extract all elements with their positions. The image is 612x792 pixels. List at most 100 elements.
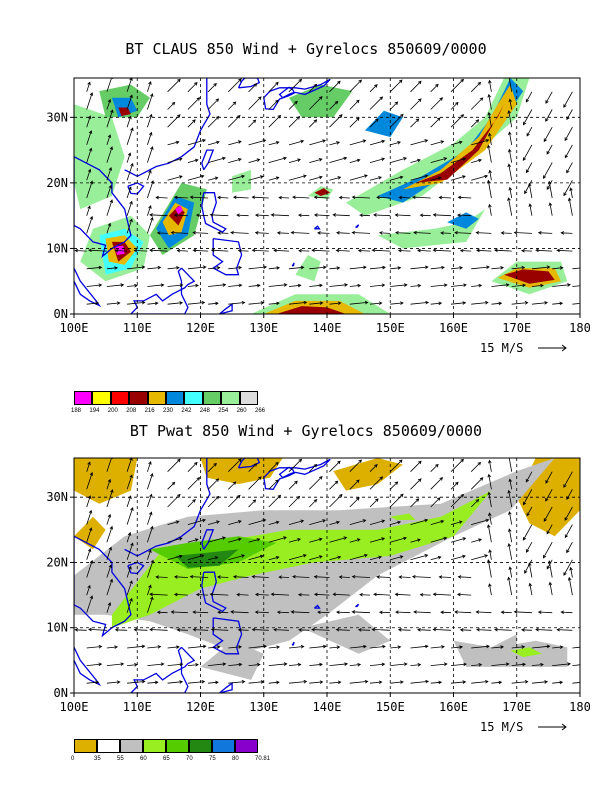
panel2-wind-arrow — [410, 460, 422, 472]
panel2-wind-arrow — [133, 628, 148, 632]
panel1-wind-arrow — [430, 176, 442, 181]
panel2-colorbar-label: 70.81 — [255, 756, 271, 762]
panel2-wind-arrow — [329, 536, 348, 543]
panel1-wind-arrow — [313, 195, 330, 200]
panel2-wind-arrow — [329, 680, 342, 685]
panel2-wind-arrow — [522, 524, 533, 541]
panel1-wind-arrow — [187, 119, 196, 128]
panel1-field — [447, 212, 479, 229]
panel1-field — [402, 84, 517, 190]
panel1-wind-arrow — [390, 175, 404, 181]
panel1-colorbar-swatch — [129, 391, 148, 405]
panel2-wind-arrow — [106, 525, 113, 543]
panel1-wind-arrow — [417, 248, 431, 253]
panel1-wind-arrow — [106, 78, 114, 92]
panel2-coastline — [124, 458, 211, 557]
panel2-coastline — [201, 571, 227, 613]
panel2-wind-arrow — [309, 498, 318, 508]
panel1-wind-arrow — [349, 283, 362, 288]
panel2-wind-arrow — [470, 499, 480, 508]
panel2-wind-arrow — [86, 680, 100, 685]
panel1-wind-arrow — [106, 146, 113, 163]
panel1-wind-arrow — [167, 78, 181, 93]
panel1-wind-arrow — [228, 158, 242, 163]
panel1-wind-arrow — [86, 130, 93, 146]
panel1-wind-arrow — [126, 152, 132, 163]
panel1-wind-arrow — [454, 230, 472, 235]
panel2-wind-arrow — [349, 519, 367, 525]
panel1-wind-arrow — [176, 248, 188, 253]
panel2-wind-arrow — [369, 644, 386, 649]
panel2-wind-arrow — [268, 494, 282, 508]
panel2-wind-arrow — [167, 554, 183, 561]
panel2-colorbar-swatch — [143, 739, 166, 753]
panel1-wind-arrow — [147, 216, 154, 234]
panel1-wind-arrow — [187, 283, 199, 288]
panel2-wind-arrow — [167, 537, 183, 543]
panel1-xtick-label: 160E — [439, 321, 468, 335]
panel2-wind-arrow — [147, 680, 159, 685]
panel1-wind-arrow — [488, 132, 492, 145]
panel2-wind-arrow — [147, 511, 153, 525]
panel1-wind-arrow — [228, 140, 242, 146]
panel1-colorbar-label: 254 — [218, 408, 229, 414]
panel1-wind-arrow — [248, 175, 264, 181]
panel2-wind-arrow — [349, 553, 368, 561]
panel1-wind-arrow — [187, 265, 207, 270]
panel1-wind-arrow — [523, 109, 533, 126]
panel1-wind-arrow — [298, 248, 310, 253]
panel1-wind-arrow — [450, 301, 467, 305]
panel2-wind-arrow — [410, 644, 429, 649]
panel2-wind-arrow — [349, 644, 367, 649]
panel2-wind-arrow — [511, 645, 526, 649]
panel2-wind-arrow — [290, 610, 310, 614]
panel1-wind-arrow — [86, 81, 91, 92]
panel2-wind-arrow — [207, 520, 220, 525]
panel1-ytick-label: 0N — [54, 307, 68, 321]
panel2-wind-arrow — [508, 458, 513, 472]
panel1-wind-arrow — [195, 213, 209, 218]
panel1-wind-arrow — [106, 222, 112, 234]
panel1-wind-arrow — [207, 156, 226, 163]
panel1-wind-arrow — [430, 83, 439, 93]
panel1-wind-arrow — [450, 114, 465, 128]
panel2-coastline — [355, 603, 360, 608]
panel2-wind-arrow — [248, 518, 267, 525]
panel1-wind-arrow — [208, 266, 221, 270]
panel1-colorbar-label: 188 — [71, 408, 82, 414]
panel2-wind-arrow — [410, 679, 430, 684]
panel1-field — [118, 107, 131, 116]
panel2-wind-arrow — [457, 575, 472, 579]
panel2-wind-arrow — [147, 559, 154, 578]
panel2-wind-arrow — [357, 628, 371, 632]
panel2-wind-arrow — [207, 556, 219, 561]
panel2-wind-arrow — [507, 542, 513, 560]
panel2-ytick-label: 10N — [46, 621, 68, 635]
panel2-wind-arrow — [390, 520, 401, 525]
panel2-wind-arrow — [564, 524, 573, 539]
panel2-wind-arrow — [228, 680, 246, 684]
panel2-wind-arrow — [531, 680, 549, 684]
panel2-wind-arrow — [167, 458, 181, 472]
panel1-colorbar-swatch — [147, 391, 166, 405]
panel1-wind-arrow — [430, 283, 448, 287]
panel2-wind-arrow — [207, 462, 217, 472]
panel1-wind-arrow — [487, 93, 492, 110]
panel2-wind-arrow — [430, 520, 445, 525]
panel1-wind-arrow — [313, 213, 330, 217]
panel1-wind-arrow — [390, 157, 407, 163]
panel1-wind-arrow — [351, 230, 371, 235]
panel1-wind-arrow — [248, 283, 261, 288]
panel2-wind-arrow — [167, 680, 184, 684]
panel2-wind-arrow — [369, 476, 384, 490]
panel2-wind-arrow — [195, 592, 209, 597]
panel2-wind-arrow — [430, 662, 448, 667]
panel1-wind-arrow — [511, 283, 527, 288]
panel1-wind-arrow — [390, 141, 401, 146]
panel1-coastline — [74, 267, 102, 308]
panel2-wind-arrow — [450, 554, 466, 561]
panel1-wind-arrow — [268, 266, 281, 270]
panel2-wind-arrow — [147, 525, 154, 543]
panel1-wind-arrow — [268, 156, 288, 163]
panel2-wind-arrow — [508, 478, 513, 490]
